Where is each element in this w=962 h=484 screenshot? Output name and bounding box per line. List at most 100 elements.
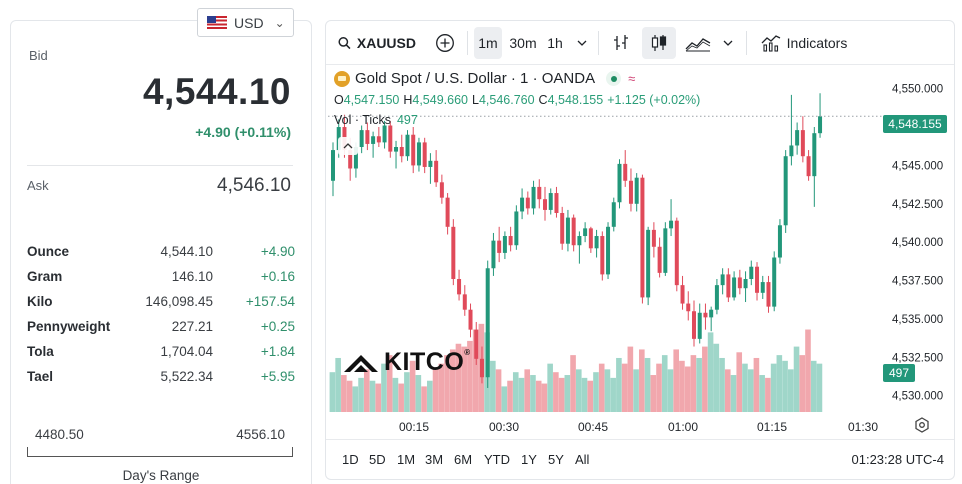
candle-body — [457, 279, 462, 295]
candle-body — [697, 312, 702, 339]
candle-body — [669, 220, 674, 229]
bid-value: 4,544.10 — [142, 71, 291, 112]
candle-body — [743, 279, 748, 289]
range-1d[interactable]: 1D — [342, 452, 359, 467]
volume-bar — [656, 363, 662, 412]
interval-30m[interactable]: 30m — [509, 35, 537, 51]
volume-bar — [524, 369, 531, 412]
volume-bar — [661, 355, 668, 412]
range-1y[interactable]: 1Y — [521, 452, 537, 467]
indicators-button[interactable]: Indicators — [756, 27, 852, 59]
collapse-legend-button[interactable] — [338, 137, 358, 155]
candle-body — [554, 193, 559, 213]
candle-body — [422, 142, 427, 167]
days-range-high: 4556.10 — [236, 427, 285, 442]
candle-body — [600, 236, 605, 275]
range-5d[interactable]: 5D — [369, 452, 386, 467]
range-5y[interactable]: 5Y — [548, 452, 564, 467]
chart-clock[interactable]: 01:23:28 UTC-4 — [851, 452, 945, 467]
volume-bar — [507, 380, 513, 412]
candle-body — [657, 246, 662, 273]
volume-bar — [535, 380, 542, 412]
range-ytd[interactable]: YTD — [484, 452, 510, 467]
candles-style-button[interactable] — [642, 27, 676, 59]
volume-bar — [776, 355, 783, 412]
volume-bar — [512, 372, 519, 412]
candle-body — [732, 277, 737, 298]
currency-select[interactable]: USD ⌄ — [197, 8, 294, 37]
range-6m[interactable]: 6M — [454, 452, 473, 467]
volume-bar — [495, 369, 502, 412]
open-value: 4,547.150 — [343, 93, 400, 107]
volume-bar — [742, 363, 748, 412]
unit-row-pennyweight: Pennyweight 227.21 +0.25 — [27, 314, 295, 339]
candle-body — [594, 236, 599, 249]
volume-bar — [404, 372, 410, 412]
symbol-search[interactable]: XAUUSD — [334, 27, 416, 59]
volume-bar — [593, 372, 599, 412]
candle-body — [565, 217, 570, 244]
unit-change: +0.16 — [260, 269, 295, 284]
area-style-button[interactable] — [682, 27, 714, 59]
compare-symbol-button[interactable] — [432, 27, 458, 59]
interval-1h[interactable]: 1h — [547, 35, 563, 51]
chevron-up-icon — [343, 143, 353, 149]
range-3m[interactable]: 3M — [425, 452, 444, 467]
bar-style-button[interactable] — [608, 27, 634, 59]
candle-body — [474, 329, 479, 359]
volume-bar — [444, 355, 450, 412]
bars-icon — [614, 35, 628, 50]
chevron-down-icon: ⌄ — [274, 15, 285, 30]
candle-body — [543, 199, 548, 210]
candle-body — [353, 147, 358, 169]
candle-body — [588, 228, 593, 249]
volume-bar — [490, 360, 496, 412]
volume-bar — [461, 346, 467, 412]
unit-name: Tael — [27, 369, 54, 384]
interval-dropdown[interactable] — [574, 27, 590, 59]
volume-bar — [421, 386, 427, 412]
low-key: L — [471, 93, 479, 107]
volume-bar — [467, 340, 473, 412]
candle-body — [760, 282, 765, 293]
candle-body — [674, 220, 679, 286]
volume-bar — [810, 360, 817, 412]
price-chart[interactable]: 4,550.0004,547.5004,545.0004,542.5004,54… — [326, 21, 955, 441]
volume-bar — [730, 375, 737, 412]
symbol-label: XAUUSD — [356, 35, 416, 51]
volume-bar — [765, 377, 771, 412]
candle-body — [680, 285, 685, 304]
kitco-wordmark: KITCO® — [384, 348, 471, 376]
us-flag-icon — [207, 16, 227, 29]
candle-body — [795, 130, 800, 146]
ask-label: Ask — [27, 178, 49, 193]
volume-bar — [753, 357, 760, 412]
volume-bar — [575, 369, 582, 412]
volume-bar — [747, 369, 754, 412]
range-1m[interactable]: 1M — [397, 452, 416, 467]
indicators-icon — [761, 35, 780, 52]
market-open-icon — [606, 71, 622, 86]
interval-1m[interactable]: 1m — [474, 27, 502, 59]
unit-price: 146.10 — [171, 269, 213, 284]
candle-body — [777, 225, 782, 258]
candle-body — [548, 193, 553, 210]
volume-bar — [386, 355, 393, 412]
divider — [27, 165, 293, 166]
volume-bar — [392, 377, 399, 412]
candle-body — [434, 160, 439, 183]
candle-body — [376, 136, 381, 143]
volume-bar — [553, 372, 559, 412]
range-all[interactable]: All — [575, 452, 590, 467]
chart-settings-icon[interactable] — [914, 417, 930, 433]
chart-type-dropdown[interactable] — [721, 27, 735, 59]
candle-body — [617, 163, 622, 203]
volume-bar — [381, 363, 387, 412]
candle-body — [772, 257, 777, 307]
unit-row-gram: Gram 146.10 +0.16 — [27, 264, 295, 289]
volume-bar — [816, 363, 823, 412]
candle-body — [416, 142, 421, 166]
volume-bar — [770, 363, 777, 412]
candle-body — [531, 186, 536, 209]
candle-body — [783, 156, 788, 226]
